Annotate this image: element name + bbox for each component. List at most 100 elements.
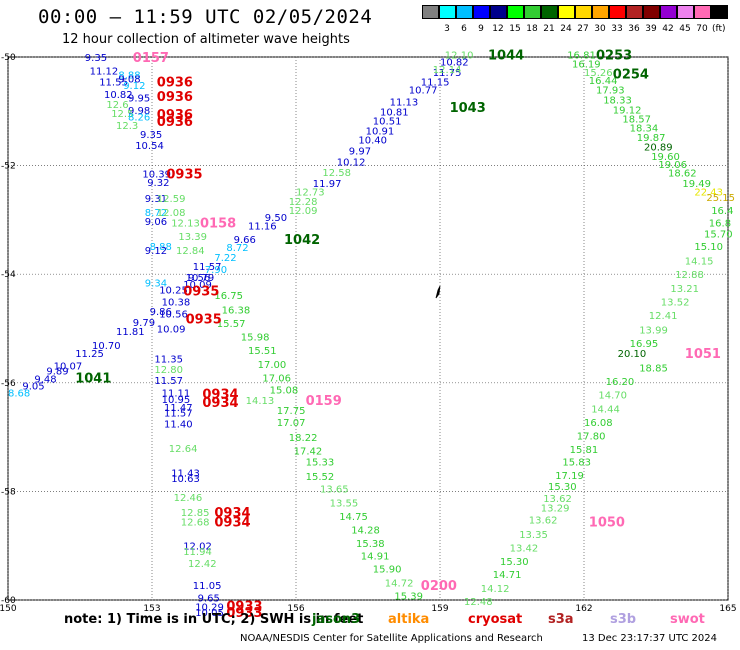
wave-height-value: 10.77 (409, 86, 438, 97)
color-scale-unit: (ft) (712, 24, 726, 34)
map-subtitle: 12 hour collection of altimeter wave hei… (62, 32, 350, 47)
wave-height-value: 14.15 (685, 257, 714, 268)
wave-height-value: 10.70 (92, 341, 121, 352)
wave-height-value: 15.83 (562, 458, 591, 469)
wave-height-value: 11.11 (162, 389, 191, 400)
wave-height-value: 15.51 (248, 346, 277, 357)
wave-height-value: 19.60 (651, 152, 680, 163)
pass-time-label: 0936 (157, 90, 193, 105)
wave-height-value: 9.34 (145, 278, 167, 289)
pass-time-label: 0934 (214, 506, 250, 521)
wave-height-value: 9.50 (265, 213, 287, 224)
wave-height-value: 9.66 (234, 235, 256, 246)
pass-time-label: 0935 (186, 313, 222, 328)
satellite-legend-item: s3a (548, 612, 574, 627)
pass-time-label: 0936 (157, 75, 193, 90)
wave-height-value: 9.79 (133, 318, 155, 329)
latitude-tick-label: -56 (1, 379, 16, 389)
wave-height-value: 8.88 (150, 242, 172, 253)
pass-time-label: 1043 (450, 101, 486, 116)
wave-height-value: 9.97 (349, 146, 371, 157)
wave-height-value: 13.99 (639, 326, 668, 337)
pass-time-label: 0200 (421, 579, 457, 594)
wave-height-value: 15.39 (394, 592, 423, 603)
wave-height-value: 11.15 (421, 77, 450, 88)
color-scale-label: 42 (662, 24, 674, 34)
latitude-tick-label: -54 (1, 270, 16, 280)
footer-note: note: 1) Time is in UTC; 2) SWH is in fe… (64, 612, 364, 627)
wave-height-value: 14.28 (351, 525, 380, 536)
wave-height-value: 13.21 (670, 284, 699, 295)
wave-height-value: 15.26 (584, 68, 613, 79)
color-scale-swatch (677, 5, 694, 19)
color-scale-swatch (592, 5, 609, 19)
wave-height-value: 10.09 (157, 325, 186, 336)
wave-height-value: 7.90 (205, 265, 227, 276)
color-scale-swatch (507, 5, 524, 19)
wave-height-value: 9.06 (145, 217, 167, 228)
wave-height-value: 10.82 (440, 57, 469, 68)
satellite-legend-item: altika (388, 612, 430, 627)
wave-height-value: 12.59 (157, 194, 186, 205)
wave-height-value: 15.52 (306, 472, 335, 483)
wave-height-value: 12.80 (154, 365, 183, 376)
longitude-tick-label: 153 (143, 604, 160, 614)
wave-height-value: 11.05 (193, 581, 222, 592)
color-scale-swatch (541, 5, 558, 19)
wave-height-value: 10.12 (337, 157, 366, 168)
satellite-legend-item: cryosat (468, 612, 523, 627)
color-scale-label: 45 (679, 24, 691, 34)
pass-time-label: 0934 (202, 396, 238, 411)
latitude-tick-label: -52 (1, 162, 16, 172)
wave-height-value: 13.39 (178, 232, 207, 243)
color-scale-label: 3 (444, 24, 450, 34)
wave-height-value: 11.57 (154, 376, 183, 387)
wave-height-value: 9.08 (118, 75, 140, 86)
wave-height-value: 11.75 (433, 68, 462, 79)
color-scale-label: 27 (577, 24, 589, 34)
wave-height-value: 10.07 (54, 361, 83, 372)
wave-height-value: 11.57 (193, 262, 222, 273)
wave-height-value: 10.40 (358, 136, 387, 147)
wave-height-value: 15.10 (694, 242, 723, 253)
pass-time-label: 0934 (214, 515, 250, 530)
wave-height-value: 11.13 (390, 98, 419, 109)
wave-height-value: 16.75 (214, 291, 243, 302)
wave-height-value: 17.80 (577, 431, 606, 442)
wave-height-value: 15.57 (217, 319, 246, 330)
wave-height-value: 18.22 (289, 433, 318, 444)
wave-height-value: 14.91 (361, 551, 390, 562)
color-scale-swatch (575, 5, 592, 19)
wave-height-value: 9.89 (46, 366, 68, 377)
color-scale-swatch (694, 5, 711, 19)
wave-height-value: 18.85 (639, 364, 668, 375)
longitude-tick-label: 165 (719, 604, 736, 614)
island-shape (435, 285, 441, 299)
wave-height-value: 11.81 (116, 327, 145, 338)
longitude-tick-label: 159 (431, 604, 448, 614)
wave-height-value: 15.33 (306, 458, 335, 469)
color-scale-swatch (524, 5, 541, 19)
pass-time-label: 0158 (200, 217, 236, 232)
wave-height-value: 12.10 (445, 50, 474, 61)
wave-height-value: 16.20 (606, 377, 635, 388)
pass-time-label: 0157 (133, 51, 169, 66)
longitude-tick-label: 156 (287, 604, 304, 614)
wave-height-value: 10.29 (195, 603, 224, 614)
wave-height-value: 10.09 (183, 280, 212, 291)
wave-height-value: 8.26 (128, 113, 150, 124)
wave-height-value: 12.68 (181, 517, 210, 528)
wave-height-value: 10.56 (159, 309, 188, 320)
wave-height-value: 15.38 (356, 539, 385, 550)
pass-time-label: 0159 (306, 394, 342, 409)
wave-height-value: 14.12 (481, 584, 510, 595)
color-scale-swatch (609, 5, 626, 19)
wave-height-value: 16.4 (711, 206, 733, 217)
wave-height-value: 10.95 (162, 395, 191, 406)
wave-height-value: 8.68 (8, 389, 30, 400)
color-scale-label: 30 (594, 24, 606, 34)
wave-height-value: 16.44 (589, 76, 618, 87)
wave-height-value: 17.19 (555, 471, 584, 482)
wave-height-value: 10.91 (366, 126, 395, 137)
